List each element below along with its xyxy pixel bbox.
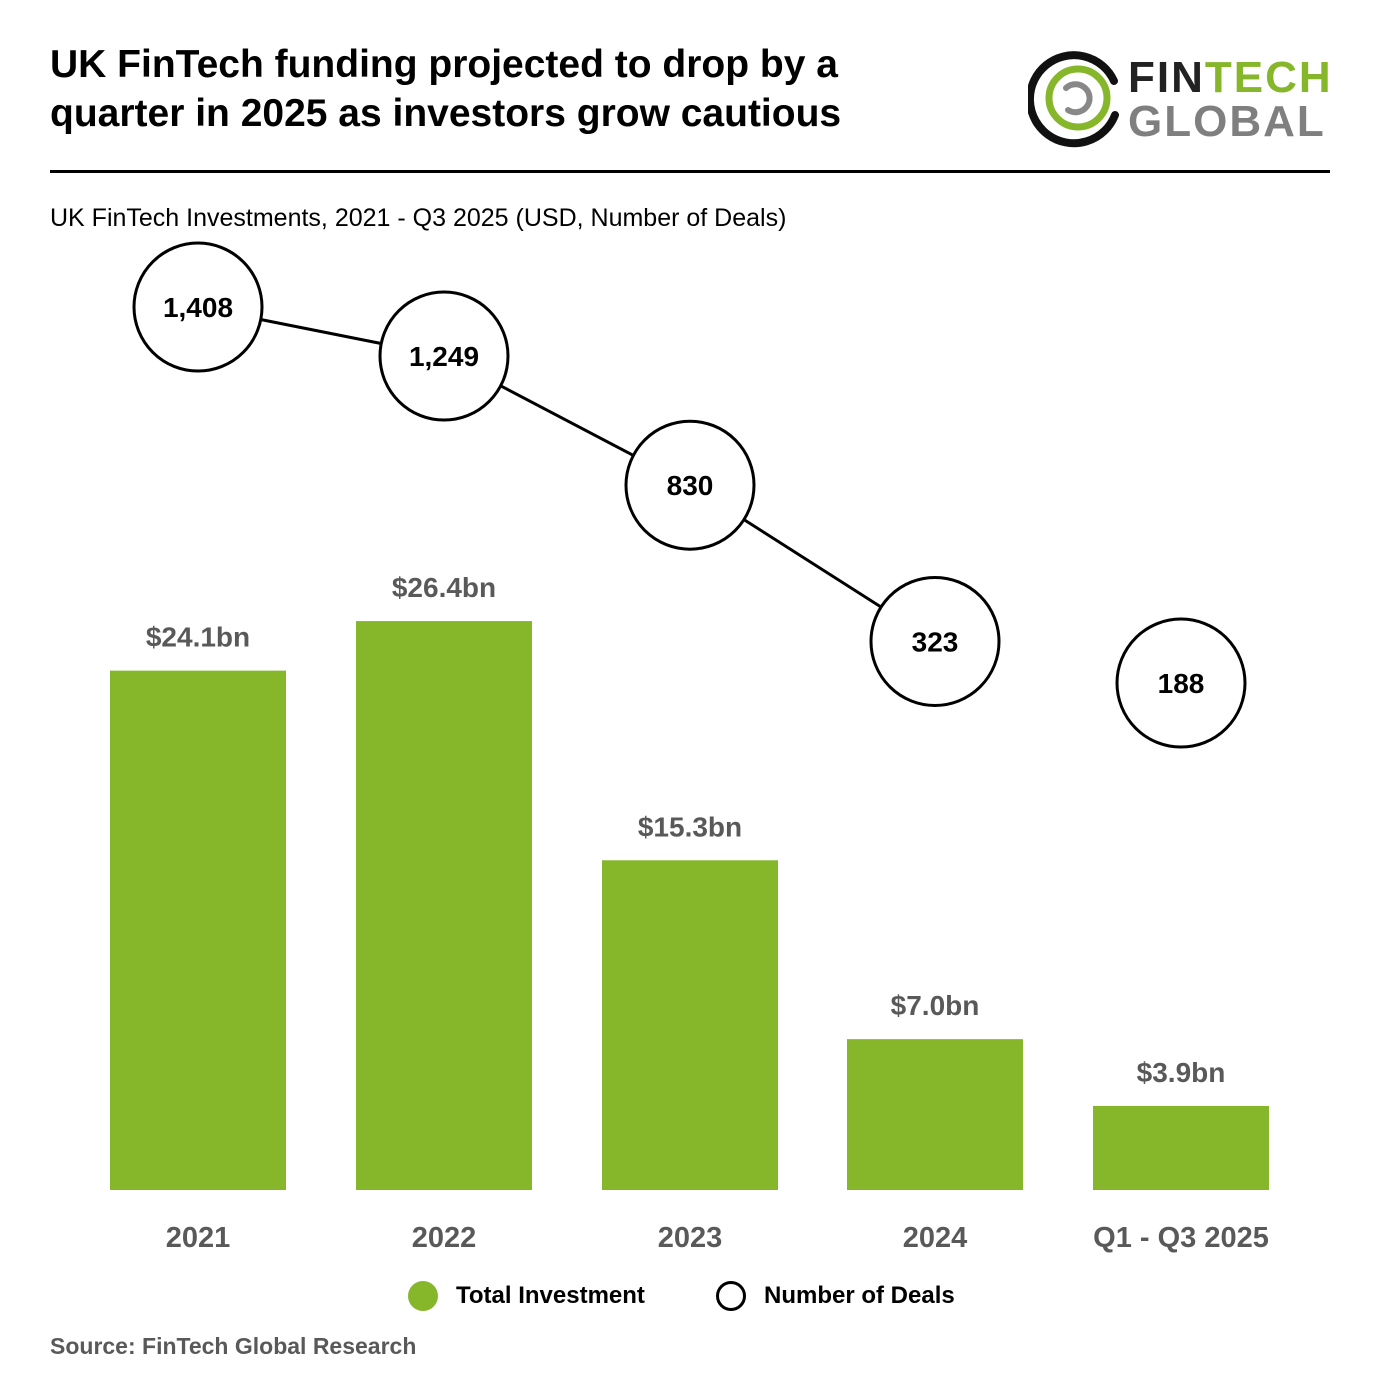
- legend-swatch-deals: [716, 1281, 746, 1311]
- bar-3: [847, 1039, 1023, 1190]
- deals-value-label-4: 188: [1158, 668, 1205, 699]
- deals-point-0: [132, 241, 264, 373]
- logo-text-global: GLOBAL: [1128, 97, 1326, 146]
- bar-value-label-0: $24.1bn: [146, 622, 250, 653]
- legend-item-deals: Number of Deals: [716, 1281, 955, 1311]
- logo-text-tech: TECH: [1204, 53, 1333, 102]
- bar-2: [602, 860, 778, 1190]
- x-tick-label-1: 2022: [412, 1222, 477, 1254]
- bar-value-label-3: $7.0bn: [891, 990, 980, 1021]
- fintech-global-logo: FINTECH GLOBAL: [1028, 48, 1333, 148]
- chart-title-line-1: UK FinTech funding projected to drop by …: [50, 43, 838, 86]
- chart-legend: Total Investment Number of Deals: [0, 1281, 1384, 1317]
- logo-text-fintech: FINTECH: [1128, 56, 1333, 100]
- deals-point-4: [1115, 617, 1247, 749]
- deals-point-1: [378, 290, 510, 422]
- chart-title-line-2: quarter in 2025 as investors grow cautio…: [50, 92, 842, 135]
- bar-value-label-2: $15.3bn: [638, 811, 742, 842]
- chart-subtitle: UK FinTech Investments, 2021 - Q3 2025 (…: [50, 204, 787, 232]
- deals-point-3: [869, 575, 1001, 707]
- bar-value-label-4: $3.9bn: [1137, 1057, 1226, 1088]
- legend-label-investment: Total Investment: [456, 1282, 645, 1309]
- x-tick-label-2: 2023: [658, 1222, 723, 1254]
- bar-4: [1093, 1105, 1269, 1190]
- deals-value-label-2: 830: [667, 470, 714, 501]
- source-note: Source: FinTech Global Research: [50, 1333, 417, 1359]
- x-tick-label-4: Q1 - Q3 2025: [1093, 1222, 1269, 1254]
- legend-label-deals: Number of Deals: [764, 1282, 955, 1309]
- bar-value-label-1: $26.4bn: [392, 572, 496, 603]
- chart-title: UK FinTech funding projected to drop by …: [50, 40, 990, 138]
- deals-value-label-0: 1,408: [163, 292, 233, 323]
- deals-point-2: [624, 419, 756, 551]
- deals-value-label-3: 323: [912, 626, 959, 657]
- logo-rings-icon: [1028, 51, 1119, 148]
- deals-value-label-1: 1,249: [409, 341, 479, 372]
- bar-0: [110, 670, 286, 1190]
- bar-1: [356, 621, 532, 1190]
- logo-text-fin: FIN: [1128, 53, 1205, 102]
- title-divider: [50, 170, 1330, 173]
- legend-item-investment: Total Investment: [408, 1281, 645, 1311]
- x-tick-label-3: 2024: [903, 1222, 968, 1254]
- legend-swatch-investment: [408, 1281, 438, 1311]
- x-tick-label-0: 2021: [166, 1222, 231, 1254]
